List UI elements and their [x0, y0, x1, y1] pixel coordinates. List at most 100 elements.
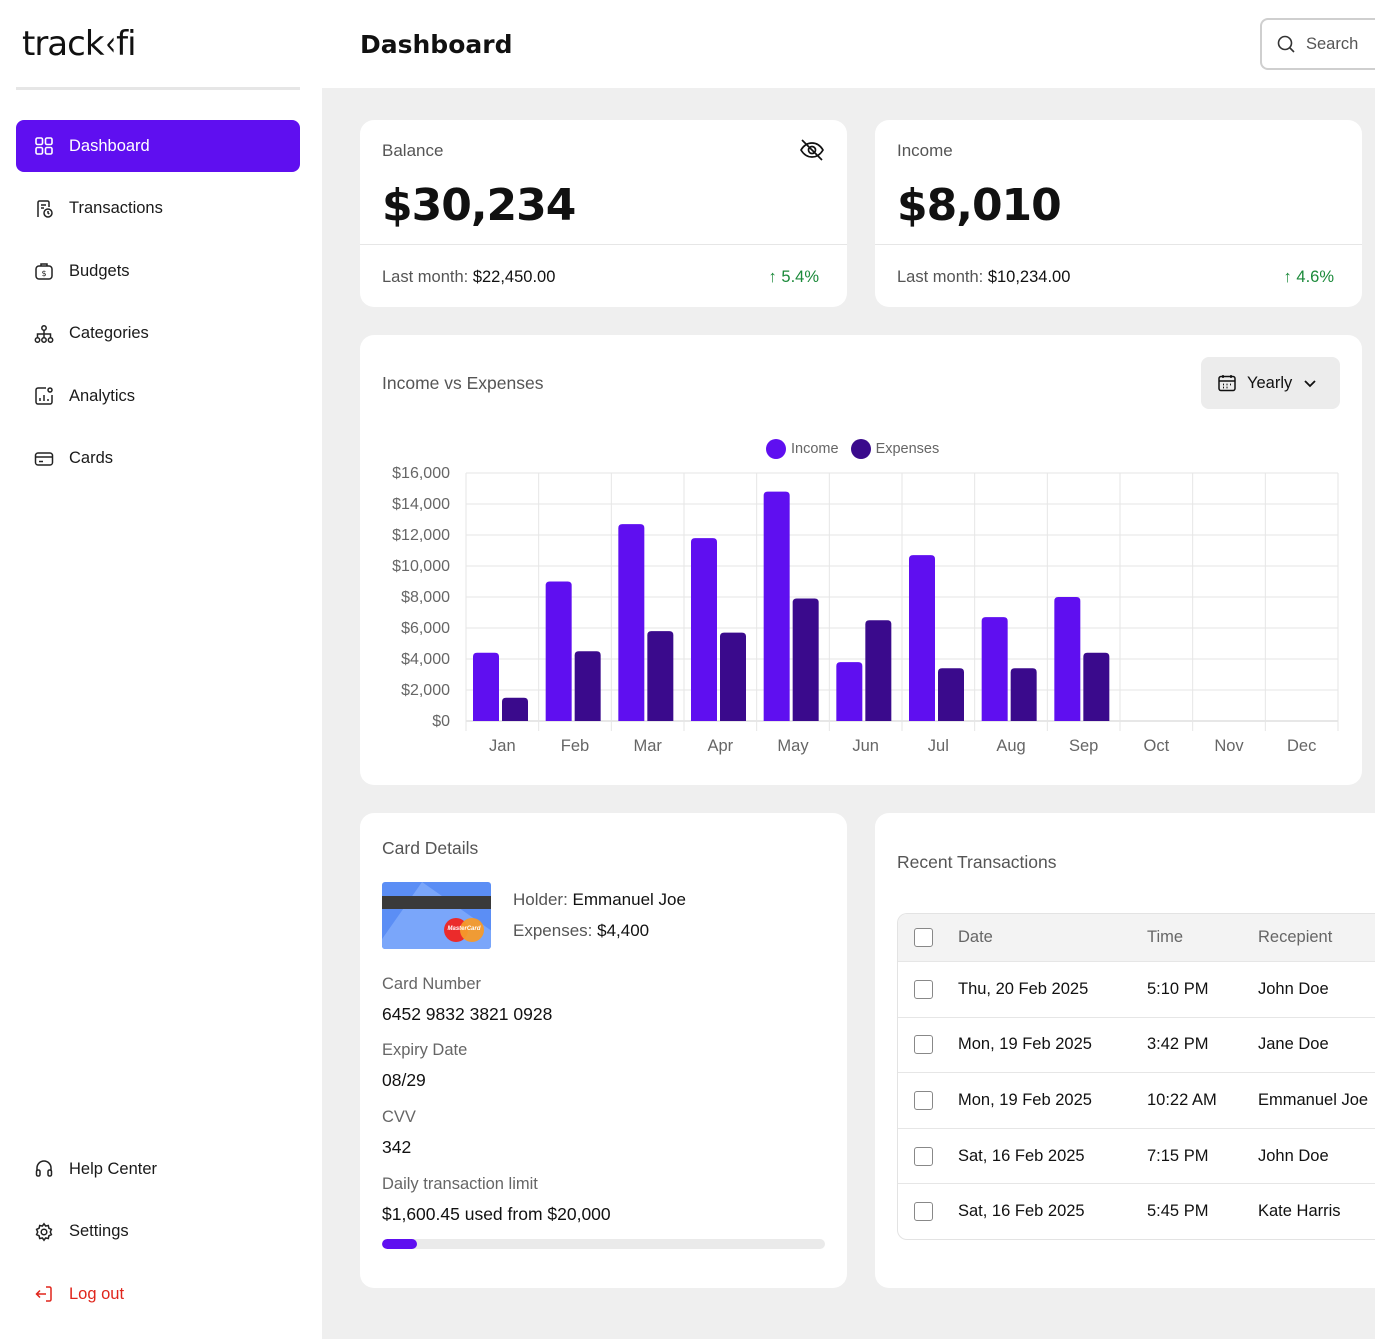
- income-value: $8,010: [897, 180, 1062, 231]
- sidebar-item-transactions[interactable]: Transactions: [16, 183, 300, 235]
- legend-label: Expenses: [875, 441, 940, 457]
- x-tick-label: Nov: [1214, 737, 1244, 755]
- y-tick-label: $4,000: [401, 651, 450, 668]
- change-value: 5.4%: [781, 268, 819, 286]
- table-row[interactable]: Mon, 19 Feb 2025 10:22 AM Emmanuel Joe: [898, 1072, 1375, 1128]
- row-date: Sat, 16 Feb 2025: [958, 1146, 1085, 1165]
- chevron-down-icon: [1304, 380, 1316, 388]
- row-checkbox[interactable]: [914, 979, 933, 999]
- x-tick-label: Apr: [707, 737, 733, 755]
- legend-item-income[interactable]: Income: [766, 439, 839, 459]
- eye-off-icon[interactable]: [799, 137, 825, 163]
- income-expenses-card: Income vs Expenses Yearly Income Expense…: [360, 335, 1362, 785]
- row-date: Mon, 19 Feb 2025: [958, 1035, 1092, 1054]
- row-recipient: Kate Harris: [1258, 1202, 1341, 1221]
- card-details-card: Card Details MasterCard Holder: Emmanuel…: [360, 813, 847, 1288]
- sidebar-item-help-center[interactable]: Help Center: [16, 1143, 300, 1195]
- bar-expenses-jun: [865, 620, 892, 721]
- column-header-date[interactable]: Date: [958, 928, 993, 946]
- bar-expenses-jan: [502, 697, 528, 721]
- divider: [360, 244, 847, 245]
- card-holder: Holder: Emmanuel Joe: [513, 890, 686, 910]
- bar-income-feb: [545, 581, 572, 721]
- table-row[interactable]: Thu, 20 Feb 2025 5:10 PM John Doe: [898, 961, 1375, 1017]
- y-tick-label: $8,000: [401, 589, 450, 606]
- sidebar-item-analytics[interactable]: Analytics: [16, 370, 300, 422]
- card-brand: MasterCard: [447, 926, 481, 932]
- select-all-checkbox[interactable]: [914, 928, 933, 947]
- row-checkbox[interactable]: [914, 1146, 933, 1166]
- period-select[interactable]: Yearly: [1201, 357, 1340, 409]
- expenses-value: $4,400: [597, 921, 650, 940]
- grid-icon: [35, 137, 53, 155]
- row-recipient: John Doe: [1258, 979, 1329, 998]
- arrow-up-icon: ↑: [768, 268, 777, 286]
- search-input[interactable]: Search: [1260, 18, 1375, 70]
- search-icon: [1277, 35, 1295, 53]
- transactions-title: Recent Transactions: [897, 852, 1057, 872]
- table-row[interactable]: Sat, 16 Feb 2025 5:45 PM Kate Harris: [898, 1183, 1375, 1239]
- column-header-recipient[interactable]: Recepient: [1258, 928, 1333, 946]
- table-row[interactable]: Sat, 16 Feb 2025 7:15 PM John Doe: [898, 1127, 1375, 1184]
- table-row[interactable]: Mon, 19 Feb 2025 3:42 PM Jane Doe: [898, 1016, 1375, 1073]
- chart-legend: Income Expenses: [766, 439, 951, 459]
- income-label: Income: [897, 141, 953, 160]
- chart-title: Income vs Expenses: [382, 373, 544, 393]
- x-tick-label: Sep: [1069, 737, 1098, 755]
- limit-progress-bar: [382, 1239, 825, 1249]
- logout-icon: [35, 1286, 52, 1302]
- legend-item-expenses[interactable]: Expenses: [850, 439, 940, 459]
- balance-change: ↑ 5.4%: [769, 268, 819, 287]
- cvv-value: 342: [382, 1137, 412, 1157]
- sidebar-item-dashboard[interactable]: Dashboard: [16, 120, 300, 172]
- sidebar: track‹fi Dashboard Transactions $ Budget…: [0, 0, 322, 1339]
- credit-card-icon: [34, 451, 54, 466]
- balance-card: Balance $30,234 Last month: $22,450.00 ↑…: [360, 120, 847, 307]
- row-time: 5:45 PM: [1147, 1202, 1209, 1221]
- bar-expenses-may: [792, 598, 819, 721]
- calendar-icon: [1218, 375, 1236, 392]
- row-recipient: John Doe: [1258, 1146, 1329, 1165]
- sidebar-item-cards[interactable]: Cards: [16, 433, 300, 485]
- arrow-up-icon: ↑: [1283, 268, 1292, 286]
- sidebar-item-settings[interactable]: Settings: [16, 1206, 300, 1258]
- expenses-label: Expenses:: [513, 921, 593, 940]
- row-time: 10:22 AM: [1147, 1090, 1217, 1109]
- last-month-label: Last month:: [897, 268, 984, 286]
- sidebar-item-logout[interactable]: Log out: [16, 1268, 300, 1320]
- sidebar-item-categories[interactable]: Categories: [16, 308, 300, 360]
- x-tick-label: Feb: [561, 737, 589, 755]
- card-magnetic-stripe: [382, 896, 491, 909]
- sidebar-bottom-nav: Help Center Settings Log out: [16, 1143, 300, 1331]
- row-checkbox[interactable]: [914, 1202, 933, 1222]
- row-checkbox[interactable]: [914, 1035, 933, 1055]
- sidebar-item-label: Categories: [69, 324, 149, 342]
- bar-expenses-aug: [1010, 668, 1037, 721]
- last-month-value: $10,234.00: [987, 268, 1071, 286]
- y-tick-label: $14,000: [392, 496, 450, 513]
- row-checkbox[interactable]: [914, 1090, 933, 1110]
- holder-label: Holder:: [513, 890, 568, 909]
- bar-income-may: [763, 491, 790, 721]
- bar-income-jun: [836, 662, 863, 721]
- period-value: Yearly: [1247, 373, 1293, 392]
- hierarchy-icon: [34, 324, 54, 343]
- app-logo[interactable]: track‹fi: [22, 24, 137, 64]
- x-tick-label: Jul: [928, 737, 949, 755]
- sidebar-item-budgets[interactable]: $ Budgets: [16, 245, 300, 297]
- column-header-time[interactable]: Time: [1147, 928, 1184, 946]
- x-tick-label: Jan: [489, 737, 516, 755]
- page-title: Dashboard: [360, 30, 513, 59]
- transactions-table: Date Time Recepient Thu, 20 Feb 2025 5:1…: [897, 913, 1375, 1240]
- y-tick-label: $12,000: [392, 527, 450, 544]
- logo-divider: [16, 87, 300, 90]
- card-expenses: Expenses: $4,400: [513, 921, 649, 941]
- row-recipient: Emmanuel Joe: [1258, 1090, 1369, 1109]
- row-time: 7:15 PM: [1147, 1146, 1209, 1165]
- row-date: Mon, 19 Feb 2025: [958, 1090, 1092, 1109]
- bar-expenses-feb: [574, 651, 601, 721]
- x-tick-label: Mar: [633, 737, 662, 755]
- sidebar-item-label: Transactions: [69, 199, 163, 217]
- expiry-label: Expiry Date: [382, 1041, 468, 1059]
- x-tick-label: Oct: [1143, 737, 1169, 755]
